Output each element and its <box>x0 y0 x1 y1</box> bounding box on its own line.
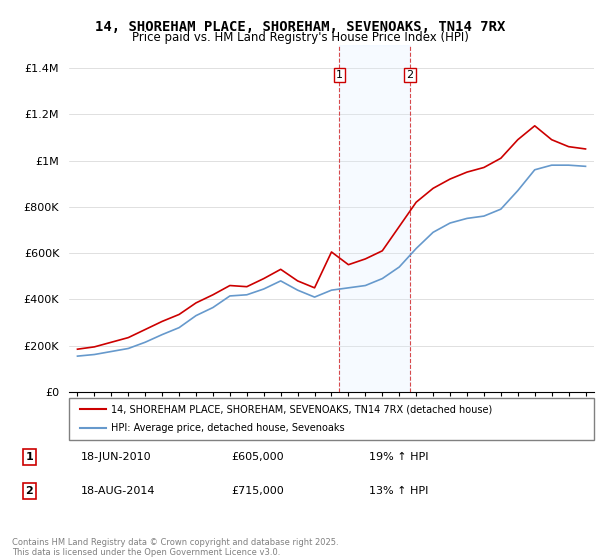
Text: 18-JUN-2010: 18-JUN-2010 <box>81 452 152 462</box>
Text: HPI: Average price, detached house, Sevenoaks: HPI: Average price, detached house, Seve… <box>111 423 344 433</box>
Text: 2: 2 <box>25 486 33 496</box>
Text: £605,000: £605,000 <box>231 452 284 462</box>
Text: 19% ↑ HPI: 19% ↑ HPI <box>369 452 428 462</box>
Text: £715,000: £715,000 <box>231 486 284 496</box>
Text: 18-AUG-2014: 18-AUG-2014 <box>81 486 155 496</box>
Text: 14, SHOREHAM PLACE, SHOREHAM, SEVENOAKS, TN14 7RX (detached house): 14, SHOREHAM PLACE, SHOREHAM, SEVENOAKS,… <box>111 404 492 414</box>
Text: Contains HM Land Registry data © Crown copyright and database right 2025.
This d: Contains HM Land Registry data © Crown c… <box>12 538 338 557</box>
Text: 14, SHOREHAM PLACE, SHOREHAM, SEVENOAKS, TN14 7RX: 14, SHOREHAM PLACE, SHOREHAM, SEVENOAKS,… <box>95 20 505 34</box>
Text: 1: 1 <box>336 70 343 80</box>
Text: Price paid vs. HM Land Registry's House Price Index (HPI): Price paid vs. HM Land Registry's House … <box>131 31 469 44</box>
Text: 2: 2 <box>406 70 413 80</box>
Bar <box>339 45 410 392</box>
FancyBboxPatch shape <box>69 398 594 440</box>
Text: 13% ↑ HPI: 13% ↑ HPI <box>369 486 428 496</box>
Text: 1: 1 <box>25 452 33 462</box>
